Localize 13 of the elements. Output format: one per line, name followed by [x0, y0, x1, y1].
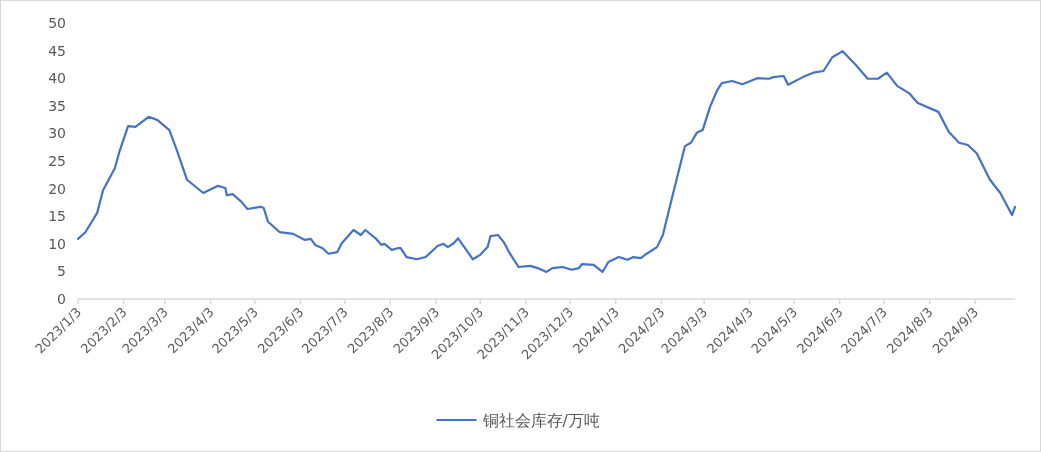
y-tick-label: 35 [48, 97, 66, 114]
y-tick-label: 25 [48, 153, 66, 169]
y-tick-label: 10 [48, 235, 66, 252]
legend-label: 铜社会库存/万吨 [481, 411, 600, 430]
y-tick-label: 30 [48, 125, 66, 142]
y-tick-label: 45 [48, 42, 66, 59]
y-tick-label: 15 [48, 208, 66, 225]
y-tick-label: 5 [57, 263, 66, 280]
line-series [76, 50, 1017, 274]
y-tick-label: 0 [57, 291, 66, 307]
y-tick-label: 20 [48, 180, 66, 197]
y-tick-label: 40 [48, 70, 66, 87]
y-tick-label: 50 [48, 15, 66, 31]
